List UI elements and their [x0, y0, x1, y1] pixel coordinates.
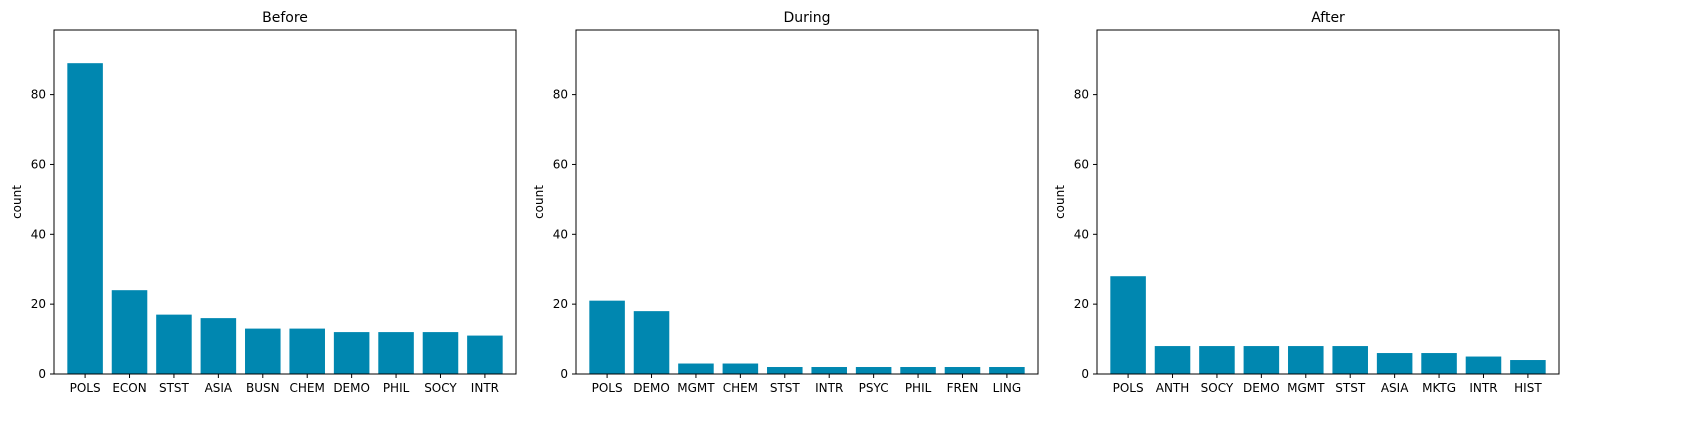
- bar-stst: [1332, 346, 1368, 374]
- subplot-during: POLS DEMO MGMT CHEM STST INTR PSYC PHIL FREN LING…: [532, 10, 1039, 395]
- subplot-after: POLS ANTH SOCY DEMO MGMT STST ASIA MKTG INTR HIST…: [1053, 10, 1560, 395]
- x-tick-label: LING: [993, 381, 1022, 395]
- x-tick-label: STST: [1335, 381, 1366, 395]
- bar-chem: [722, 363, 759, 374]
- y-tick-label: 80: [1074, 88, 1089, 102]
- x-tick-label: INTR: [815, 381, 843, 395]
- x-tick-label: ANTH: [1156, 381, 1190, 395]
- bar-demo: [633, 311, 670, 374]
- subplot-title: After: [1311, 10, 1345, 26]
- bar-busn: [245, 328, 281, 374]
- x-tick-label: ASIA: [205, 381, 233, 395]
- y-tick-label: 60: [1074, 157, 1089, 171]
- x-tick-label: MGMT: [1287, 381, 1325, 395]
- bar-intr: [1465, 356, 1502, 374]
- y-tick-label: 40: [31, 227, 46, 241]
- x-tick-label: MKTG: [1422, 381, 1456, 395]
- y-axis-title: count: [1053, 185, 1067, 219]
- x-tick-label: HIST: [1514, 381, 1542, 395]
- y-tick-label: 40: [553, 227, 568, 241]
- y-tick-label: 80: [553, 88, 568, 102]
- bar-socy: [422, 332, 459, 374]
- bar-anth: [1154, 346, 1191, 374]
- bar-phil: [900, 367, 936, 374]
- x-tick-label: DEMO: [1243, 381, 1280, 395]
- bar-intr: [811, 367, 847, 374]
- x-tick-label: INTR: [1469, 381, 1497, 395]
- y-tick-label: 80: [31, 88, 46, 102]
- bar-demo: [333, 332, 370, 374]
- bar-mgmt: [678, 363, 714, 374]
- x-tick-label: CHEM: [290, 381, 325, 395]
- x-tick-label: ASIA: [1381, 381, 1409, 395]
- y-tick-label: 20: [553, 297, 568, 311]
- subplot-before: POLS ECON STST ASIA BUSN CHEM DEMO PHIL SOCY INTR…: [10, 10, 517, 395]
- bar-econ: [111, 290, 148, 374]
- y-tick-label: 60: [31, 157, 46, 171]
- axes-frame: [575, 29, 1039, 375]
- bar-mktg: [1421, 353, 1457, 374]
- x-tick-label: FREN: [947, 381, 979, 395]
- bar-asia: [200, 318, 237, 374]
- x-tick-label: PSYC: [859, 381, 889, 395]
- bar-fren: [944, 367, 981, 374]
- x-tick-label: PHIL: [905, 381, 932, 395]
- y-axis-title: count: [532, 185, 546, 219]
- bar-ling: [989, 367, 1025, 374]
- axes-frame: [53, 29, 517, 375]
- x-tick-label: SOCY: [424, 381, 457, 395]
- x-tick-label: STST: [159, 381, 190, 395]
- x-tick-label: POLS: [592, 381, 623, 395]
- x-tick-label: SOCY: [1201, 381, 1234, 395]
- bar-asia: [1376, 353, 1413, 374]
- bar-pols: [67, 63, 103, 374]
- bar-pols: [1110, 276, 1146, 374]
- bar-pols: [589, 300, 625, 374]
- y-axis-title: count: [10, 185, 24, 219]
- x-tick-label: STST: [770, 381, 801, 395]
- y-tick-label: 20: [31, 297, 46, 311]
- x-tick-label: BUSN: [246, 381, 280, 395]
- y-tick-label: 0: [38, 367, 46, 381]
- x-tick-label: DEMO: [633, 381, 670, 395]
- y-tick-label: 0: [560, 367, 568, 381]
- bar-socy: [1199, 346, 1235, 374]
- x-tick-label: DEMO: [333, 381, 370, 395]
- x-tick-label: MGMT: [677, 381, 715, 395]
- bar-intr: [467, 335, 503, 374]
- x-tick-label: CHEM: [723, 381, 758, 395]
- bar-demo: [1243, 346, 1280, 374]
- bar-mgmt: [1288, 346, 1324, 374]
- y-tick-label: 20: [1074, 297, 1089, 311]
- bar-stst: [767, 367, 803, 374]
- y-tick-label: 0: [1081, 367, 1089, 381]
- x-tick-label: PHIL: [383, 381, 410, 395]
- x-tick-label: ECON: [112, 381, 146, 395]
- subplot-title: Before: [262, 10, 308, 26]
- bar-chem: [289, 328, 325, 374]
- bar-stst: [156, 314, 192, 374]
- bar-psyc: [855, 367, 892, 374]
- subplot-title: During: [783, 10, 830, 26]
- y-tick-label: 40: [1074, 227, 1089, 241]
- axes-frame: [1096, 29, 1560, 375]
- bar-phil: [378, 332, 414, 374]
- x-tick-label: INTR: [471, 381, 499, 395]
- y-tick-label: 60: [553, 157, 568, 171]
- x-tick-label: POLS: [70, 381, 101, 395]
- x-tick-label: POLS: [1113, 381, 1144, 395]
- bar-hist: [1510, 360, 1546, 374]
